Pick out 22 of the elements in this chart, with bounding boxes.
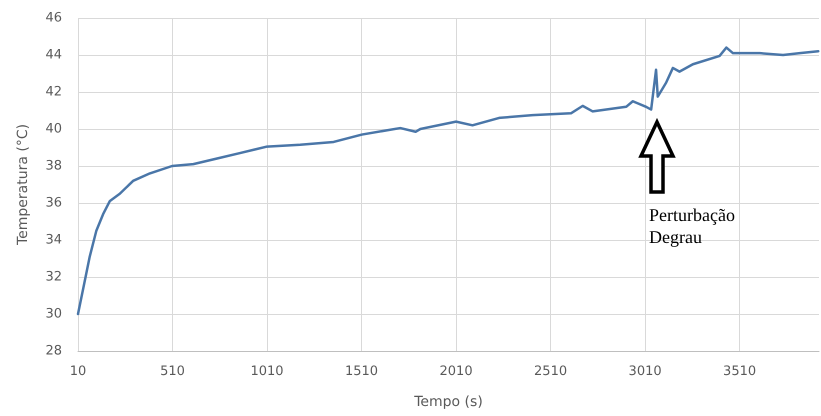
y-tick-label: 32 — [45, 270, 62, 284]
y-tick-label: 46 — [45, 10, 62, 26]
y-tick-label: 40 — [45, 122, 62, 136]
y-tick-label: 44 — [45, 48, 62, 62]
x-tick-label: 1510 — [345, 364, 378, 379]
x-axis-title: Tempo (s) — [413, 394, 483, 410]
x-tick-label: 3510 — [723, 364, 756, 379]
annotation: Perturbação Degrau — [649, 205, 735, 247]
y-tick-label: 30 — [45, 306, 62, 322]
x-tick-label: 510 — [160, 364, 185, 379]
x-tick-label: 1010 — [250, 364, 284, 379]
y-tick-label: 28 — [45, 344, 62, 358]
x-tick-label: 3010 — [628, 364, 662, 379]
y-tick-label: 38 — [45, 158, 62, 174]
y-tick-label: 36 — [45, 196, 62, 210]
line-series — [76, 46, 820, 316]
x-tick-label: 2510 — [534, 364, 568, 379]
y-axis-title: Temperatura (°C) — [15, 124, 31, 246]
x-tick-label: 10 — [70, 364, 86, 379]
y-tick-label: 34 — [45, 232, 62, 248]
x-tick-label: 2010 — [440, 364, 473, 379]
y-tick-label: 42 — [45, 84, 62, 100]
